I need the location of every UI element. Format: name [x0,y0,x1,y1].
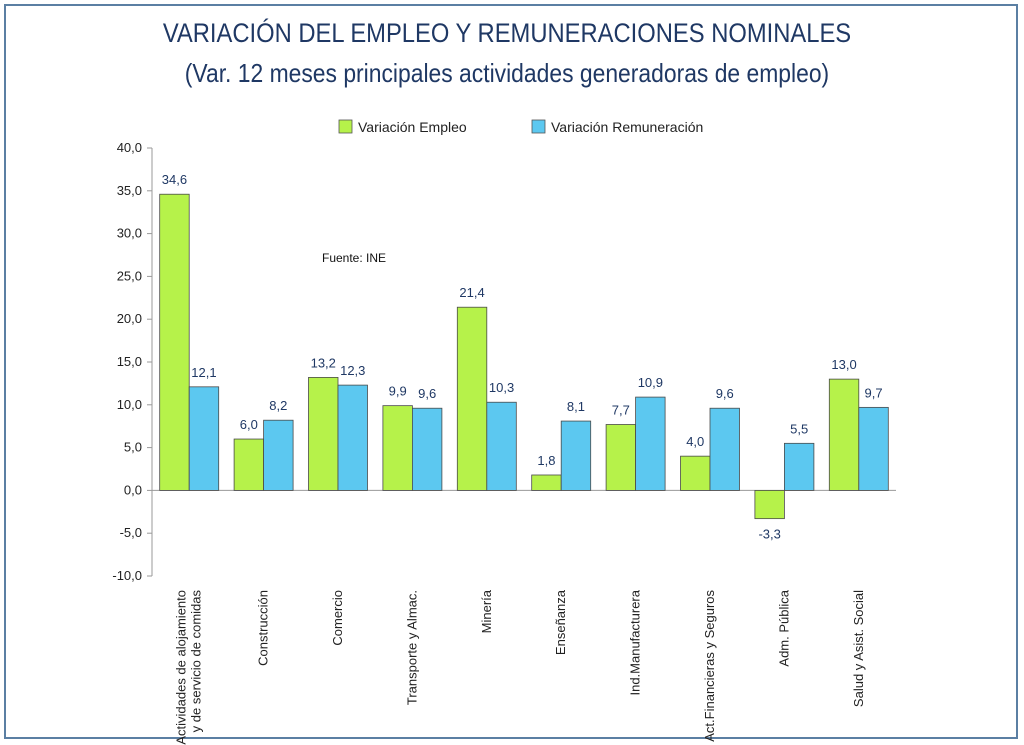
bar-remuneracion [560,420,592,491]
x-category-label: Act.Financieras y Seguros [702,590,717,742]
y-tick-label: 30,0 [117,226,142,241]
data-label-empleo: 34,6 [162,172,187,187]
x-axis: Actividades de alojamientoy de servicio … [174,589,866,744]
data-label-remuneracion: 10,3 [489,380,514,395]
bar-remuneracion [188,386,220,491]
data-label-remuneracion: 9,6 [418,386,436,401]
bar-empleo [605,424,636,491]
bar-remuneracion [858,406,889,491]
chart-subtitle: (Var. 12 meses principales actividades g… [184,58,830,88]
data-label-remuneracion: 8,2 [269,398,287,413]
data-label-empleo: 13,0 [831,357,856,372]
data-label-empleo: 7,7 [612,402,630,417]
bar-remuneracion [411,407,443,491]
x-category-label: Comercio [330,590,345,646]
bar-remuneracion [709,407,740,491]
y-tick-label: 25,0 [117,268,142,283]
y-tick-label: 5,0 [124,440,142,455]
bar-empleo [531,474,562,491]
y-tick-label: 10,0 [117,397,142,412]
bar-empleo [308,377,339,491]
bar-empleo [828,378,860,491]
bar-empleo [159,193,190,491]
x-category-line: Act.Financieras y Seguros [702,590,717,742]
x-category-line: Construcción [256,590,271,666]
x-category-label: Transporte y Almac. [404,590,419,705]
x-category-line: Ind.Manufacturera [628,589,643,695]
data-label-empleo: 21,4 [459,285,484,300]
y-tick-label: -10,0 [112,568,142,583]
legend-swatch-remuneracion [531,119,546,134]
data-label-remuneracion: 12,1 [191,365,216,380]
data-label-remuneracion: 12,3 [340,363,365,378]
data-label-empleo: 13,2 [311,355,336,370]
y-tick-label: 0,0 [124,482,142,497]
x-category-line: Enseñanza [553,589,568,655]
data-label-remuneracion: 8,1 [567,399,585,414]
legend-label-remuneracion: Variación Remuneración [551,119,703,135]
legend-label-empleo: Variación Empleo [358,119,467,135]
x-category-line: Transporte y Almac. [404,590,419,705]
y-tick-label: 15,0 [117,354,142,369]
chart-title: VARIACIÓN DEL EMPLEO Y REMUNERACIONES NO… [162,18,852,48]
x-category-label: Salud y Asist. Social [851,590,866,707]
bar-empleo [456,306,488,491]
y-tick-label: 35,0 [117,183,142,198]
bar-remuneracion [263,419,294,491]
x-category-label: Construcción [256,590,271,666]
bar-remuneracion [635,396,666,491]
x-category-line: Salud y Asist. Social [851,590,866,707]
data-label-empleo: 9,9 [389,384,407,399]
data-label-empleo: 6,0 [240,417,258,432]
bar-empleo [233,438,265,491]
x-category-label: Minería [479,589,494,633]
data-label-remuneracion: 5,5 [790,421,808,436]
bar-empleo [680,455,711,491]
legend-swatch-empleo [338,119,353,134]
bar-remuneracion [784,442,815,491]
x-category-label: Ind.Manufacturera [628,589,643,695]
bar-empleo [382,405,413,491]
bar-remuneracion [337,384,368,491]
bar-empleo [754,489,785,520]
y-tick-label: -5,0 [120,525,142,540]
data-label-remuneracion: 9,6 [716,386,734,401]
data-label-empleo: 4,0 [686,434,704,449]
x-category-line: Actividades de alojamiento [174,590,189,745]
x-category-line: y de servicio de comidas [189,590,204,733]
x-category-line: Minería [479,589,494,633]
x-category-label: Enseñanza [553,589,568,655]
y-tick-label: 40,0 [117,140,142,155]
x-category-label: Actividades de alojamientoy de servicio … [174,590,204,745]
legend: Variación Empleo Variación Remuneración [338,119,703,135]
x-category-line: Adm. Pública [776,589,791,666]
bar-remuneracion [486,401,517,491]
data-label-empleo: -3,3 [758,527,780,542]
bars: 34,6 12,1 6,0 8,2 13,2 12,3 9,9 9,6 21,4 10,3 1,8 8… [159,172,889,542]
data-label-remuneracion: 10,9 [638,375,663,390]
data-label-empleo: 1,8 [537,453,555,468]
x-category-label: Adm. Pública [776,589,791,666]
x-category-line: Comercio [330,590,345,646]
y-tick-label: 20,0 [117,311,142,326]
source-note: Fuente: INE [322,251,386,265]
data-label-remuneracion: 9,7 [865,385,883,400]
